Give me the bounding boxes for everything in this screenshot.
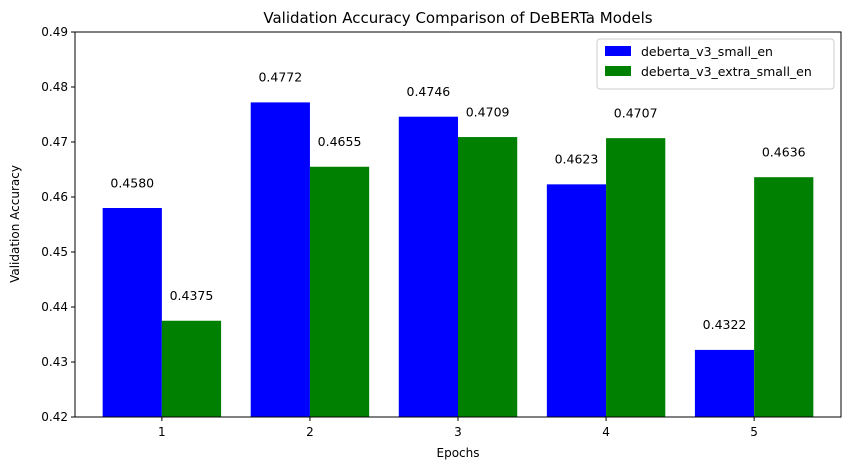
legend-box xyxy=(596,38,835,90)
legend-label-series2: deberta_v3_extra_small_en xyxy=(641,64,812,79)
value-label-series2-epoch4: 0.4707 xyxy=(614,105,658,120)
y-tick-label: 0.47 xyxy=(41,135,68,149)
y-tick-label: 0.42 xyxy=(41,410,68,424)
bar-series1-epoch3 xyxy=(398,116,458,417)
legend: deberta_v3_small_en deberta_v3_extra_smal… xyxy=(596,38,835,90)
x-tick-label: 4 xyxy=(602,425,610,439)
y-tick-label: 0.44 xyxy=(41,300,68,314)
y-tick-label: 0.43 xyxy=(41,355,68,369)
value-label-series2-epoch1: 0.4375 xyxy=(170,288,214,303)
y-axis-label: Validation Accuracy xyxy=(8,165,22,283)
legend-label-series1: deberta_v3_small_en xyxy=(641,44,773,59)
bar-series1-epoch5 xyxy=(694,349,755,417)
y-tick-label: 0.48 xyxy=(41,80,68,94)
value-label-series1-epoch5: 0.4322 xyxy=(703,317,747,332)
legend-swatch-series2 xyxy=(605,66,631,76)
x-tick-label: 2 xyxy=(306,425,314,439)
x-tick-label: 5 xyxy=(750,425,758,439)
value-label-series1-epoch2: 0.4772 xyxy=(258,70,302,85)
x-tick-label: 1 xyxy=(158,425,166,439)
x-ticks-group: 1 2 3 4 5 xyxy=(158,417,758,439)
value-label-series2-epoch5: 0.4636 xyxy=(762,144,806,159)
bar-series1-epoch2 xyxy=(250,102,310,418)
plot-frame xyxy=(74,31,842,418)
chart-title: Validation Accuracy Comparison of DeBERT… xyxy=(263,9,652,27)
value-label-series1-epoch4: 0.4623 xyxy=(555,152,599,167)
bars-group xyxy=(102,102,814,418)
x-tick-label: 3 xyxy=(454,425,462,439)
y-tick-label: 0.46 xyxy=(41,190,68,204)
bar-series2-epoch4 xyxy=(606,138,666,417)
bar-series2-epoch1 xyxy=(161,320,222,417)
y-ticks-group: 0.42 0.43 0.44 0.45 0.46 0.47 0.48 0.49 xyxy=(41,25,75,424)
legend-swatch-series1 xyxy=(605,46,631,56)
y-tick-label: 0.49 xyxy=(41,25,68,39)
bar-series2-epoch3 xyxy=(458,137,518,418)
bar-series1-epoch4 xyxy=(546,184,607,417)
value-label-series1-epoch3: 0.4746 xyxy=(407,84,451,99)
value-labels-group: 0.4580 0.4772 0.4746 0.4623 0.4322 0.4375 0.46… xyxy=(110,70,806,332)
value-label-series2-epoch3: 0.4709 xyxy=(466,104,510,119)
x-axis-label: Epochs xyxy=(437,446,480,460)
bar-series2-epoch2 xyxy=(309,166,370,417)
bar-series1-epoch1 xyxy=(102,208,162,417)
y-tick-label: 0.45 xyxy=(41,245,68,259)
bar-series2-epoch5 xyxy=(754,177,814,417)
value-label-series2-epoch2: 0.4655 xyxy=(318,134,362,149)
value-label-series1-epoch1: 0.4580 xyxy=(110,175,154,190)
